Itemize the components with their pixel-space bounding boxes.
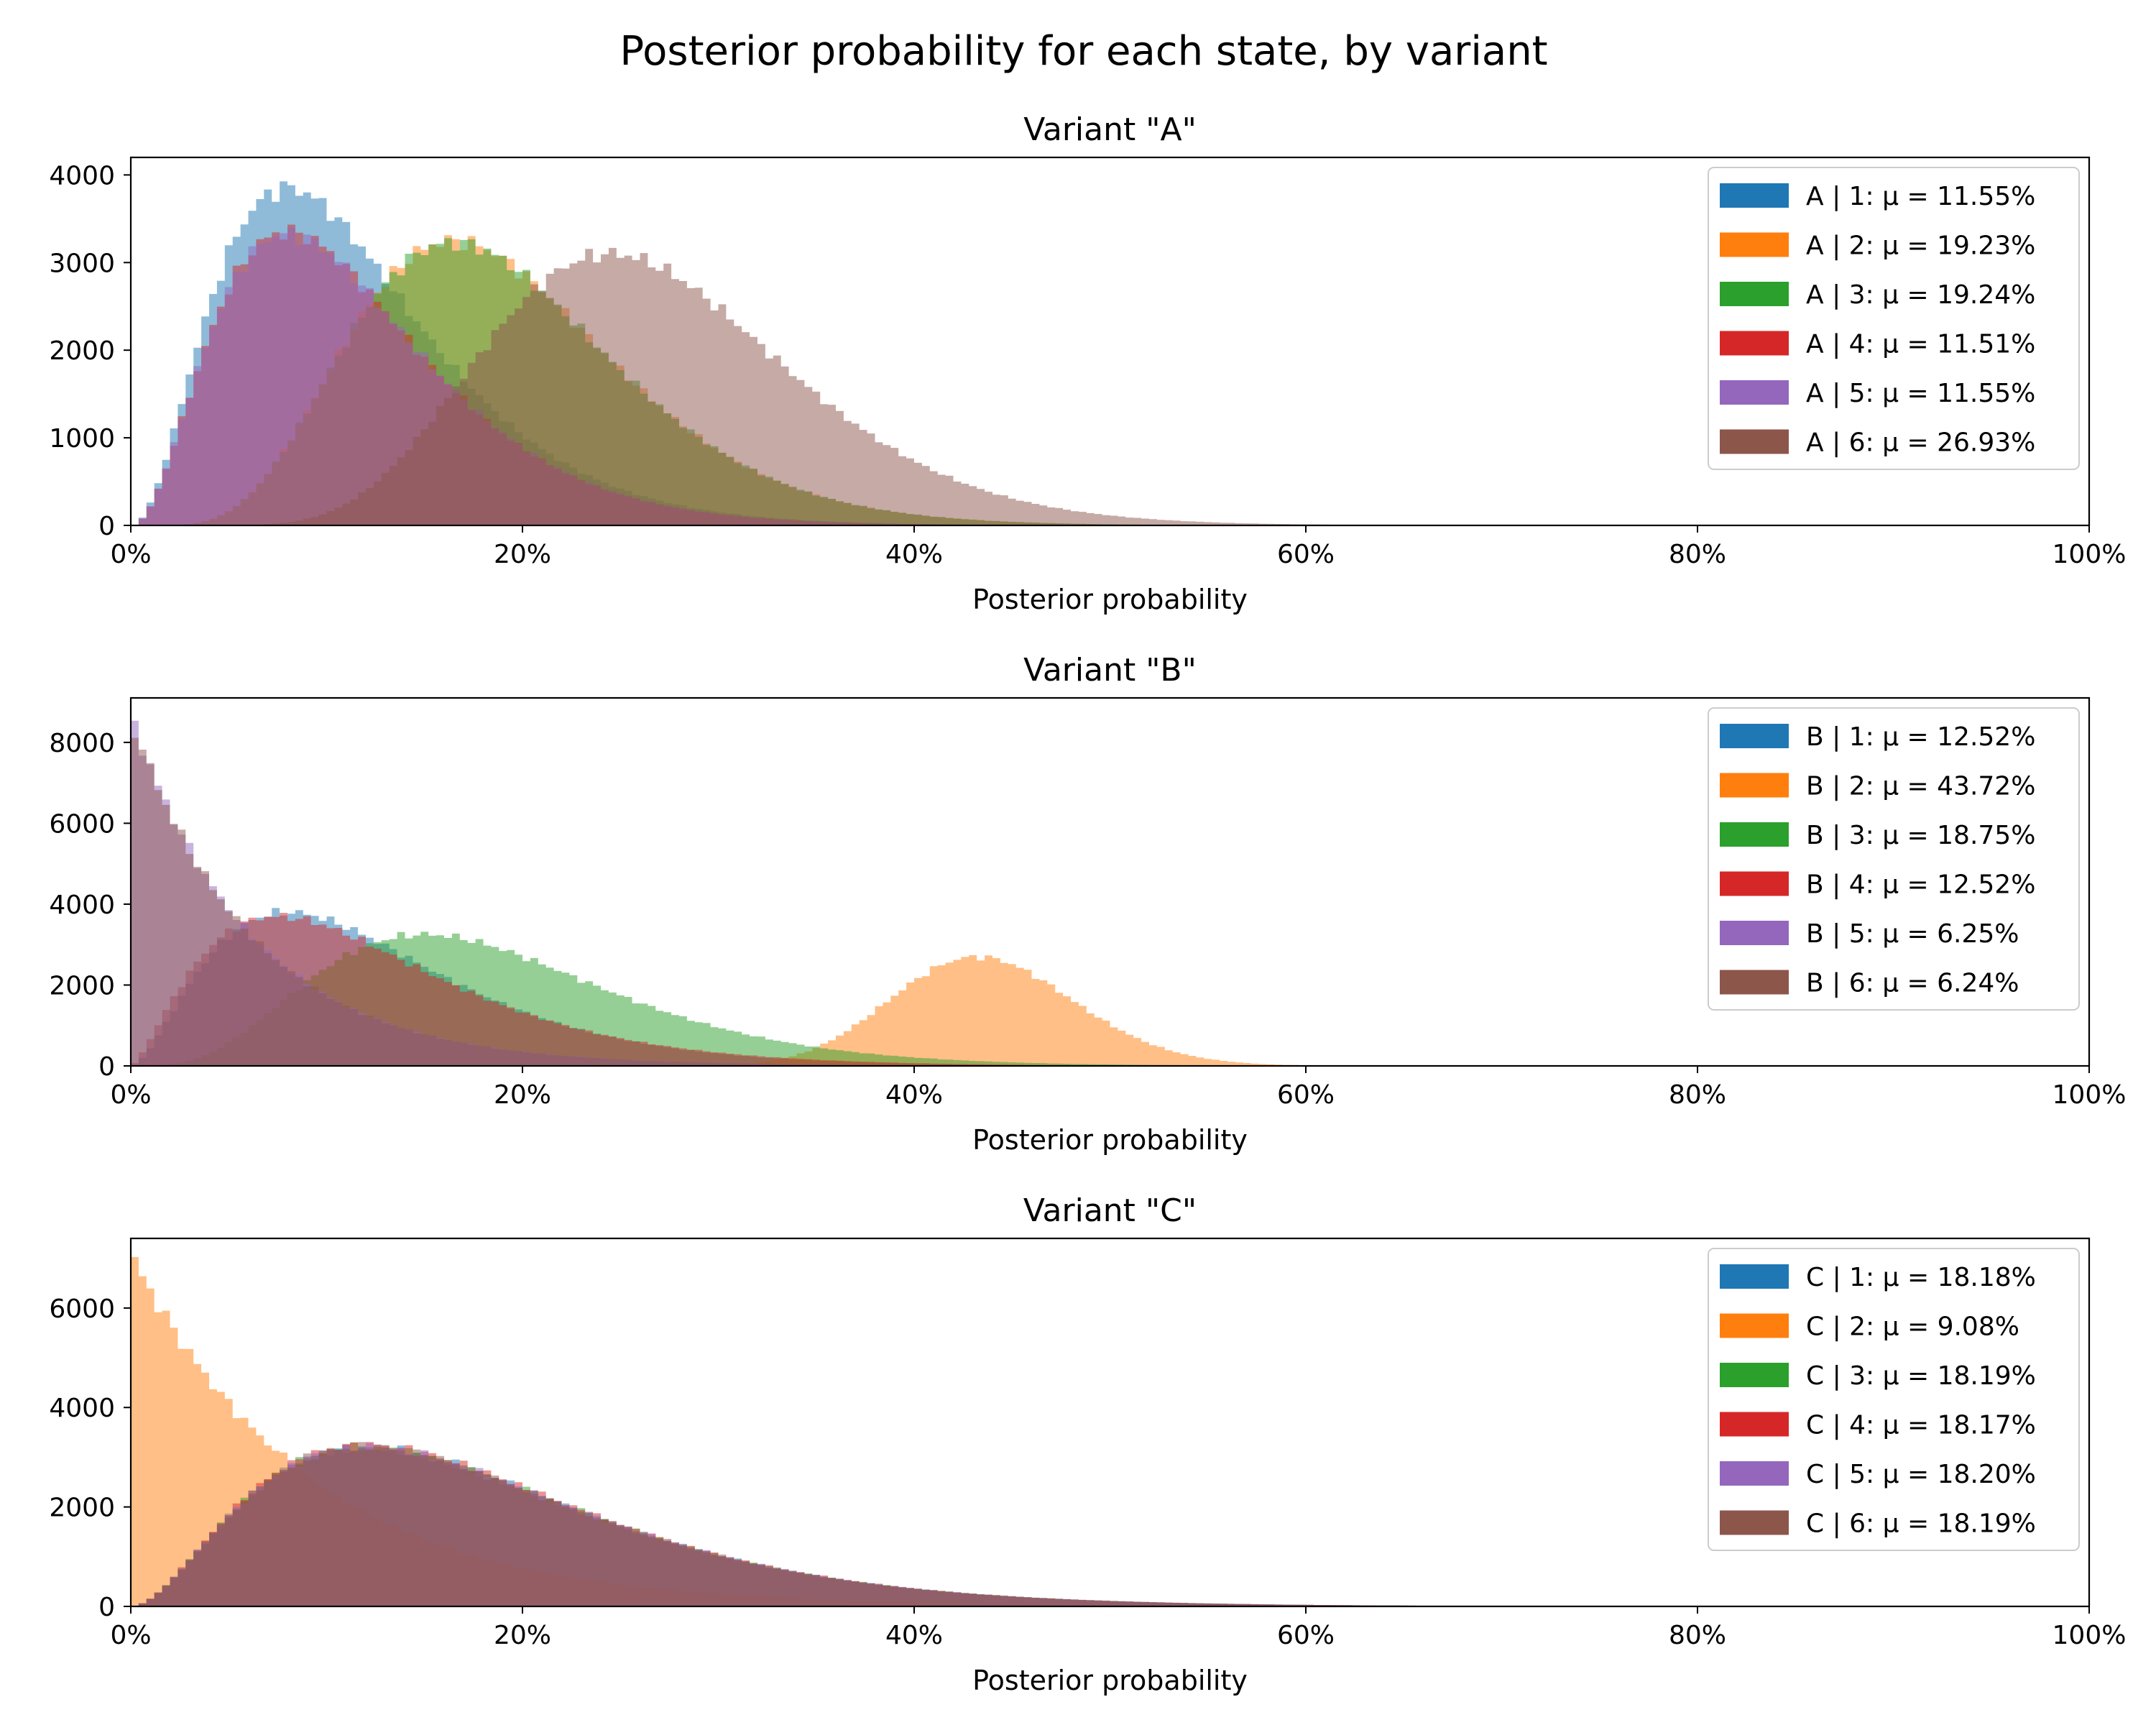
legend-swatch bbox=[1720, 822, 1789, 847]
x-tick-label: 40% bbox=[885, 1621, 943, 1650]
legend-entry: B | 1: μ = 12.52% bbox=[1806, 722, 2035, 752]
x-tick-label: 80% bbox=[1669, 540, 1726, 569]
y-tick-label: 4000 bbox=[49, 891, 115, 920]
histogram-a-5 bbox=[131, 227, 2089, 525]
legend-entry: B | 2: μ = 43.72% bbox=[1806, 772, 2035, 801]
legend-swatch bbox=[1720, 232, 1789, 257]
legend-swatch bbox=[1720, 282, 1789, 306]
legend-entry: C | 2: μ = 9.08% bbox=[1806, 1312, 2019, 1342]
legend-swatch bbox=[1720, 1461, 1789, 1486]
legend-entry: A | 5: μ = 11.55% bbox=[1806, 379, 2035, 408]
legend-entry: B | 5: μ = 6.25% bbox=[1806, 919, 2019, 949]
legend-entry: C | 4: μ = 18.17% bbox=[1806, 1411, 2036, 1440]
y-tick-label: 6000 bbox=[49, 1294, 115, 1324]
x-tick-label: 0% bbox=[110, 1080, 151, 1110]
legend-swatch bbox=[1720, 921, 1789, 945]
legend-swatch bbox=[1720, 1412, 1789, 1437]
y-tick-label: 2000 bbox=[49, 336, 115, 366]
legend-swatch bbox=[1720, 1510, 1789, 1535]
y-tick-label: 8000 bbox=[49, 729, 115, 758]
chart-panel-b: Variant "B" 0% 20% 40% 60% 80% 100% 0 2000 4000 60… bbox=[49, 652, 2126, 1156]
x-tick-label: 60% bbox=[1277, 1080, 1335, 1110]
x-tick-label: 0% bbox=[110, 1621, 151, 1650]
x-axis-label: Posterior probability bbox=[972, 584, 1248, 615]
legend-entry: C | 3: μ = 18.19% bbox=[1806, 1361, 2036, 1391]
legend-entry: A | 3: μ = 19.24% bbox=[1806, 280, 2035, 310]
legend: A | 1: μ = 11.55% A | 2: μ = 19.23% A | 3:… bbox=[1708, 167, 2080, 470]
x-tick-label: 100% bbox=[2053, 1621, 2127, 1650]
axes-frame bbox=[129, 696, 2091, 1067]
legend-entry: B | 4: μ = 12.52% bbox=[1806, 870, 2035, 900]
legend-swatch bbox=[1720, 1363, 1789, 1387]
legend: B | 1: μ = 12.52% B | 2: μ = 43.72% B | 3:… bbox=[1708, 707, 2080, 1011]
x-tick-label: 20% bbox=[494, 1621, 551, 1650]
chart-panel-c: Variant "C" 0% 20% 40% 60% 80% 100% 0 2000 4000 60… bbox=[49, 1192, 2126, 1696]
y-tick-label: 2000 bbox=[49, 1494, 115, 1523]
x-tick-label: 60% bbox=[1277, 1621, 1335, 1650]
panel-title: Variant "C" bbox=[1023, 1192, 1197, 1229]
chart-panel-a: Variant "A" 0% 20% 40% 60% 80% 100% 0 1000 2000 30… bbox=[49, 111, 2126, 615]
x-axis-label: Posterior probability bbox=[972, 1124, 1248, 1156]
legend-entry: C | 6: μ = 18.19% bbox=[1806, 1509, 2036, 1539]
y-tick-label: 2000 bbox=[49, 971, 115, 1000]
y-tick-label: 1000 bbox=[49, 424, 115, 454]
panels: Variant "A" 0% 20% 40% 60% 80% 100% 0 1000 2000 30… bbox=[49, 111, 2126, 1696]
legend-box bbox=[1708, 707, 2080, 1011]
x-tick-label: 80% bbox=[1669, 1621, 1726, 1650]
axes-frame bbox=[129, 156, 2091, 527]
legend-swatch bbox=[1720, 871, 1789, 896]
legend-entry: A | 1: μ = 11.55% bbox=[1806, 182, 2035, 211]
legend-swatch bbox=[1720, 429, 1789, 454]
x-tick-label: 20% bbox=[494, 540, 551, 569]
legend-entry: A | 6: μ = 26.93% bbox=[1806, 428, 2035, 458]
x-tick-label: 20% bbox=[494, 1080, 551, 1110]
legend-swatch bbox=[1720, 183, 1789, 208]
axes-frame bbox=[129, 1237, 2091, 1608]
legend-entry: C | 5: μ = 18.20% bbox=[1806, 1460, 2036, 1489]
legend-entry: B | 3: μ = 18.75% bbox=[1806, 821, 2035, 850]
legend-entry: B | 6: μ = 6.24% bbox=[1806, 969, 2019, 998]
y-tick-label: 0 bbox=[98, 1052, 115, 1082]
x-tick-label: 0% bbox=[110, 540, 151, 569]
legend-entry: A | 4: μ = 11.51% bbox=[1806, 330, 2035, 359]
x-axis-label: Posterior probability bbox=[972, 1665, 1248, 1696]
x-tick-label: 100% bbox=[2053, 540, 2127, 569]
y-tick-label: 4000 bbox=[49, 1394, 115, 1423]
legend-swatch bbox=[1720, 1264, 1789, 1289]
histogram-a-6 bbox=[131, 247, 2089, 525]
legend-swatch bbox=[1720, 773, 1789, 798]
figure-title: Posterior probability for each state, by… bbox=[619, 28, 1547, 75]
legend-entry: C | 1: μ = 18.18% bbox=[1806, 1263, 2036, 1292]
legend: C | 1: μ = 18.18% C | 2: μ = 9.08% C | 3: … bbox=[1708, 1248, 2080, 1551]
x-tick-label: 100% bbox=[2053, 1080, 2127, 1110]
panel-title: Variant "B" bbox=[1023, 652, 1197, 689]
x-tick-label: 40% bbox=[885, 540, 943, 569]
legend-swatch bbox=[1720, 724, 1789, 748]
legend-swatch bbox=[1720, 331, 1789, 356]
legend-entry: A | 2: μ = 19.23% bbox=[1806, 231, 2035, 261]
legend-swatch bbox=[1720, 1313, 1789, 1338]
y-tick-label: 3000 bbox=[49, 249, 115, 278]
legend-swatch bbox=[1720, 380, 1789, 405]
x-tick-label: 60% bbox=[1277, 540, 1335, 569]
legend-box bbox=[1708, 167, 2080, 470]
legend-swatch bbox=[1720, 970, 1789, 995]
histogram-b-2 bbox=[131, 954, 2089, 1066]
x-tick-label: 40% bbox=[885, 1080, 943, 1110]
y-tick-label: 6000 bbox=[49, 809, 115, 839]
legend-box bbox=[1708, 1248, 2080, 1551]
histogram-b-6 bbox=[131, 737, 2089, 1066]
panel-title: Variant "A" bbox=[1023, 111, 1197, 148]
y-tick-label: 0 bbox=[98, 1593, 115, 1622]
x-tick-label: 80% bbox=[1669, 1080, 1726, 1110]
y-tick-label: 4000 bbox=[49, 161, 115, 190]
histogram-b-3 bbox=[131, 932, 2089, 1066]
histogram-c-6 bbox=[131, 1442, 2089, 1606]
y-tick-label: 0 bbox=[98, 512, 115, 541]
